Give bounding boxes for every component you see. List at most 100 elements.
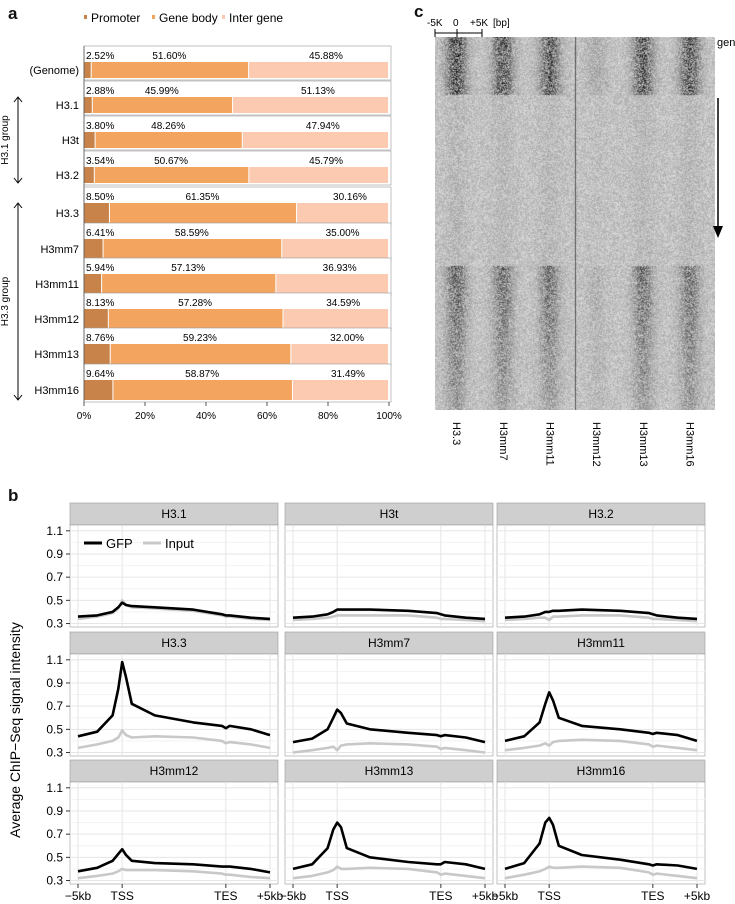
y-tick-label: 1.1 xyxy=(46,653,63,667)
y-tick-label: 0.3 xyxy=(46,746,63,760)
bar-data-label: 3.54% xyxy=(86,156,114,167)
legend-label: Inter gene xyxy=(229,11,283,25)
x-tick-label: TSS xyxy=(325,889,348,903)
bar-data-label: 50.67% xyxy=(154,156,188,167)
series-line-gfp xyxy=(292,708,486,744)
x-tick-label: +5kb xyxy=(257,889,284,903)
genes-label: genes xyxy=(717,37,735,49)
bar-segment-inter-gene xyxy=(297,203,389,223)
bar-segment-promoter xyxy=(84,167,94,183)
y-tick-label: 0.9 xyxy=(46,547,63,561)
legend-label: GFP xyxy=(106,536,133,551)
bar-segment-gene-body xyxy=(94,167,249,183)
bar-data-label: 58.59% xyxy=(175,228,209,239)
genes-arrow-head xyxy=(713,226,723,238)
series-line-gfp xyxy=(77,660,271,738)
facet-title: H3mm12 xyxy=(150,764,199,778)
stacked-bar-chart: Promoter Gene body Inter gene 2.52% 51.60% 45… xyxy=(0,11,402,422)
bar-segment-promoter xyxy=(84,380,113,400)
facet-plot xyxy=(496,653,706,757)
y-tick-label: 0.7 xyxy=(46,570,63,584)
facet-H3t: H3t xyxy=(284,502,494,628)
bar-segment-inter-gene xyxy=(276,274,388,294)
x-tick-label: +5kb xyxy=(684,889,711,903)
bar-data-label: 45.79% xyxy=(309,156,343,167)
bar-segment-gene-body xyxy=(95,132,242,148)
facet-plot: −5kb TSS TES +5kb xyxy=(280,781,499,903)
series-line-gfp xyxy=(292,608,486,621)
heatmap-annotations: -5K 0 +5K [bp] genes H3.3 H3mm7 H3mm11 H3mm12 H3m… xyxy=(427,18,735,467)
series-line-input xyxy=(292,614,486,623)
bar-data-label: 5.94% xyxy=(86,263,114,274)
group-label: H3.1 group xyxy=(0,115,11,165)
series-line-input xyxy=(504,865,698,880)
bar-segment-gene-body xyxy=(92,97,233,113)
panel-label-b: b xyxy=(8,486,19,505)
bar-data-label: 58.87% xyxy=(185,369,219,380)
series-line-input xyxy=(504,738,698,752)
legend-label: Gene body xyxy=(159,11,218,25)
panel-label-a: a xyxy=(8,4,18,23)
x-tick-label: TES xyxy=(641,889,664,903)
x-tick-label: TSS xyxy=(110,889,133,903)
heatmap-column-label: H3mm13 xyxy=(637,422,649,467)
bar-segment-gene-body xyxy=(103,239,282,259)
bar-segment-promoter xyxy=(84,203,109,223)
heatmap-column-label: H3mm7 xyxy=(497,422,509,461)
x-tick-label: 100% xyxy=(376,411,402,422)
y-tick-label: 0.7 xyxy=(46,699,63,713)
facet-plot xyxy=(284,524,494,628)
x-tick-label: 20% xyxy=(135,411,155,422)
facet-title: H3mm7 xyxy=(368,636,410,650)
bar-data-label: 57.13% xyxy=(171,263,205,274)
facet-H3mm12: H3mm12 0.3 0.5 0.7 0.9 1.1 −5kb TSS TES +5kb xyxy=(46,759,284,903)
bar-data-label: 48.26% xyxy=(151,121,185,132)
x-tick-label: TSS xyxy=(537,889,560,903)
bar-segment-inter-gene xyxy=(242,132,388,148)
facet-title: H3.3 xyxy=(161,636,187,650)
legend-label: Input xyxy=(165,536,194,551)
bar-segment-inter-gene xyxy=(291,344,388,364)
y-tick-label: 0.7 xyxy=(46,827,63,841)
bar-segment-promoter xyxy=(84,274,102,294)
y-tick-label: 1.1 xyxy=(46,781,63,795)
series-line-gfp xyxy=(292,821,486,871)
x-tick-label: −5kb xyxy=(65,889,92,903)
series-line-input xyxy=(77,729,271,750)
legend-swatch xyxy=(84,15,87,19)
bar-segment-promoter xyxy=(84,62,91,78)
facet-plot xyxy=(496,524,706,628)
bar-segment-inter-gene xyxy=(249,62,388,78)
bar-data-label: 3.80% xyxy=(86,121,114,132)
category-label: H3mm16 xyxy=(34,385,79,397)
facet-H3.1: H3.1 0.3 0.5 0.7 0.9 1.1 GFP Input xyxy=(46,502,279,631)
heatmap-column-label: H3mm11 xyxy=(543,422,555,466)
category-label: H3mm13 xyxy=(34,349,79,361)
bar-data-label: 2.88% xyxy=(86,86,114,97)
y-tick-label: 0.3 xyxy=(46,617,63,631)
bar-segment-gene-body xyxy=(113,380,292,400)
bar-segment-promoter xyxy=(84,344,110,364)
series-line-input xyxy=(504,614,698,623)
bar-segment-promoter xyxy=(84,97,92,113)
bar-segment-gene-body xyxy=(109,203,297,223)
bar-data-label: 61.35% xyxy=(185,192,219,203)
bar-data-label: 36.93% xyxy=(323,263,357,274)
bar-segment-inter-gene xyxy=(282,239,388,259)
heatmap-column-label: H3mm16 xyxy=(683,422,695,467)
series-line-input xyxy=(292,865,486,880)
category-label: H3.1 xyxy=(56,100,79,112)
bar-segment-gene-body xyxy=(102,274,276,294)
facet-plot: 0.3 0.5 0.7 0.9 1.1 GFP Input xyxy=(46,524,279,631)
group-label: H3.3 group xyxy=(0,276,11,326)
facet-title: H3.2 xyxy=(588,507,614,521)
facet-H3mm16: H3mm16 −5kb TSS TES +5kb xyxy=(492,759,711,903)
category-label: H3.3 xyxy=(56,208,79,220)
bar-segment-inter-gene xyxy=(292,380,388,400)
heatmap xyxy=(435,37,715,410)
heatmap-canvas xyxy=(435,37,715,410)
facet-H3.3: H3.3 0.3 0.5 0.7 0.9 1.1 xyxy=(46,631,279,760)
y-tick-label: 0.9 xyxy=(46,676,63,690)
legend-label: Promoter xyxy=(91,11,140,25)
